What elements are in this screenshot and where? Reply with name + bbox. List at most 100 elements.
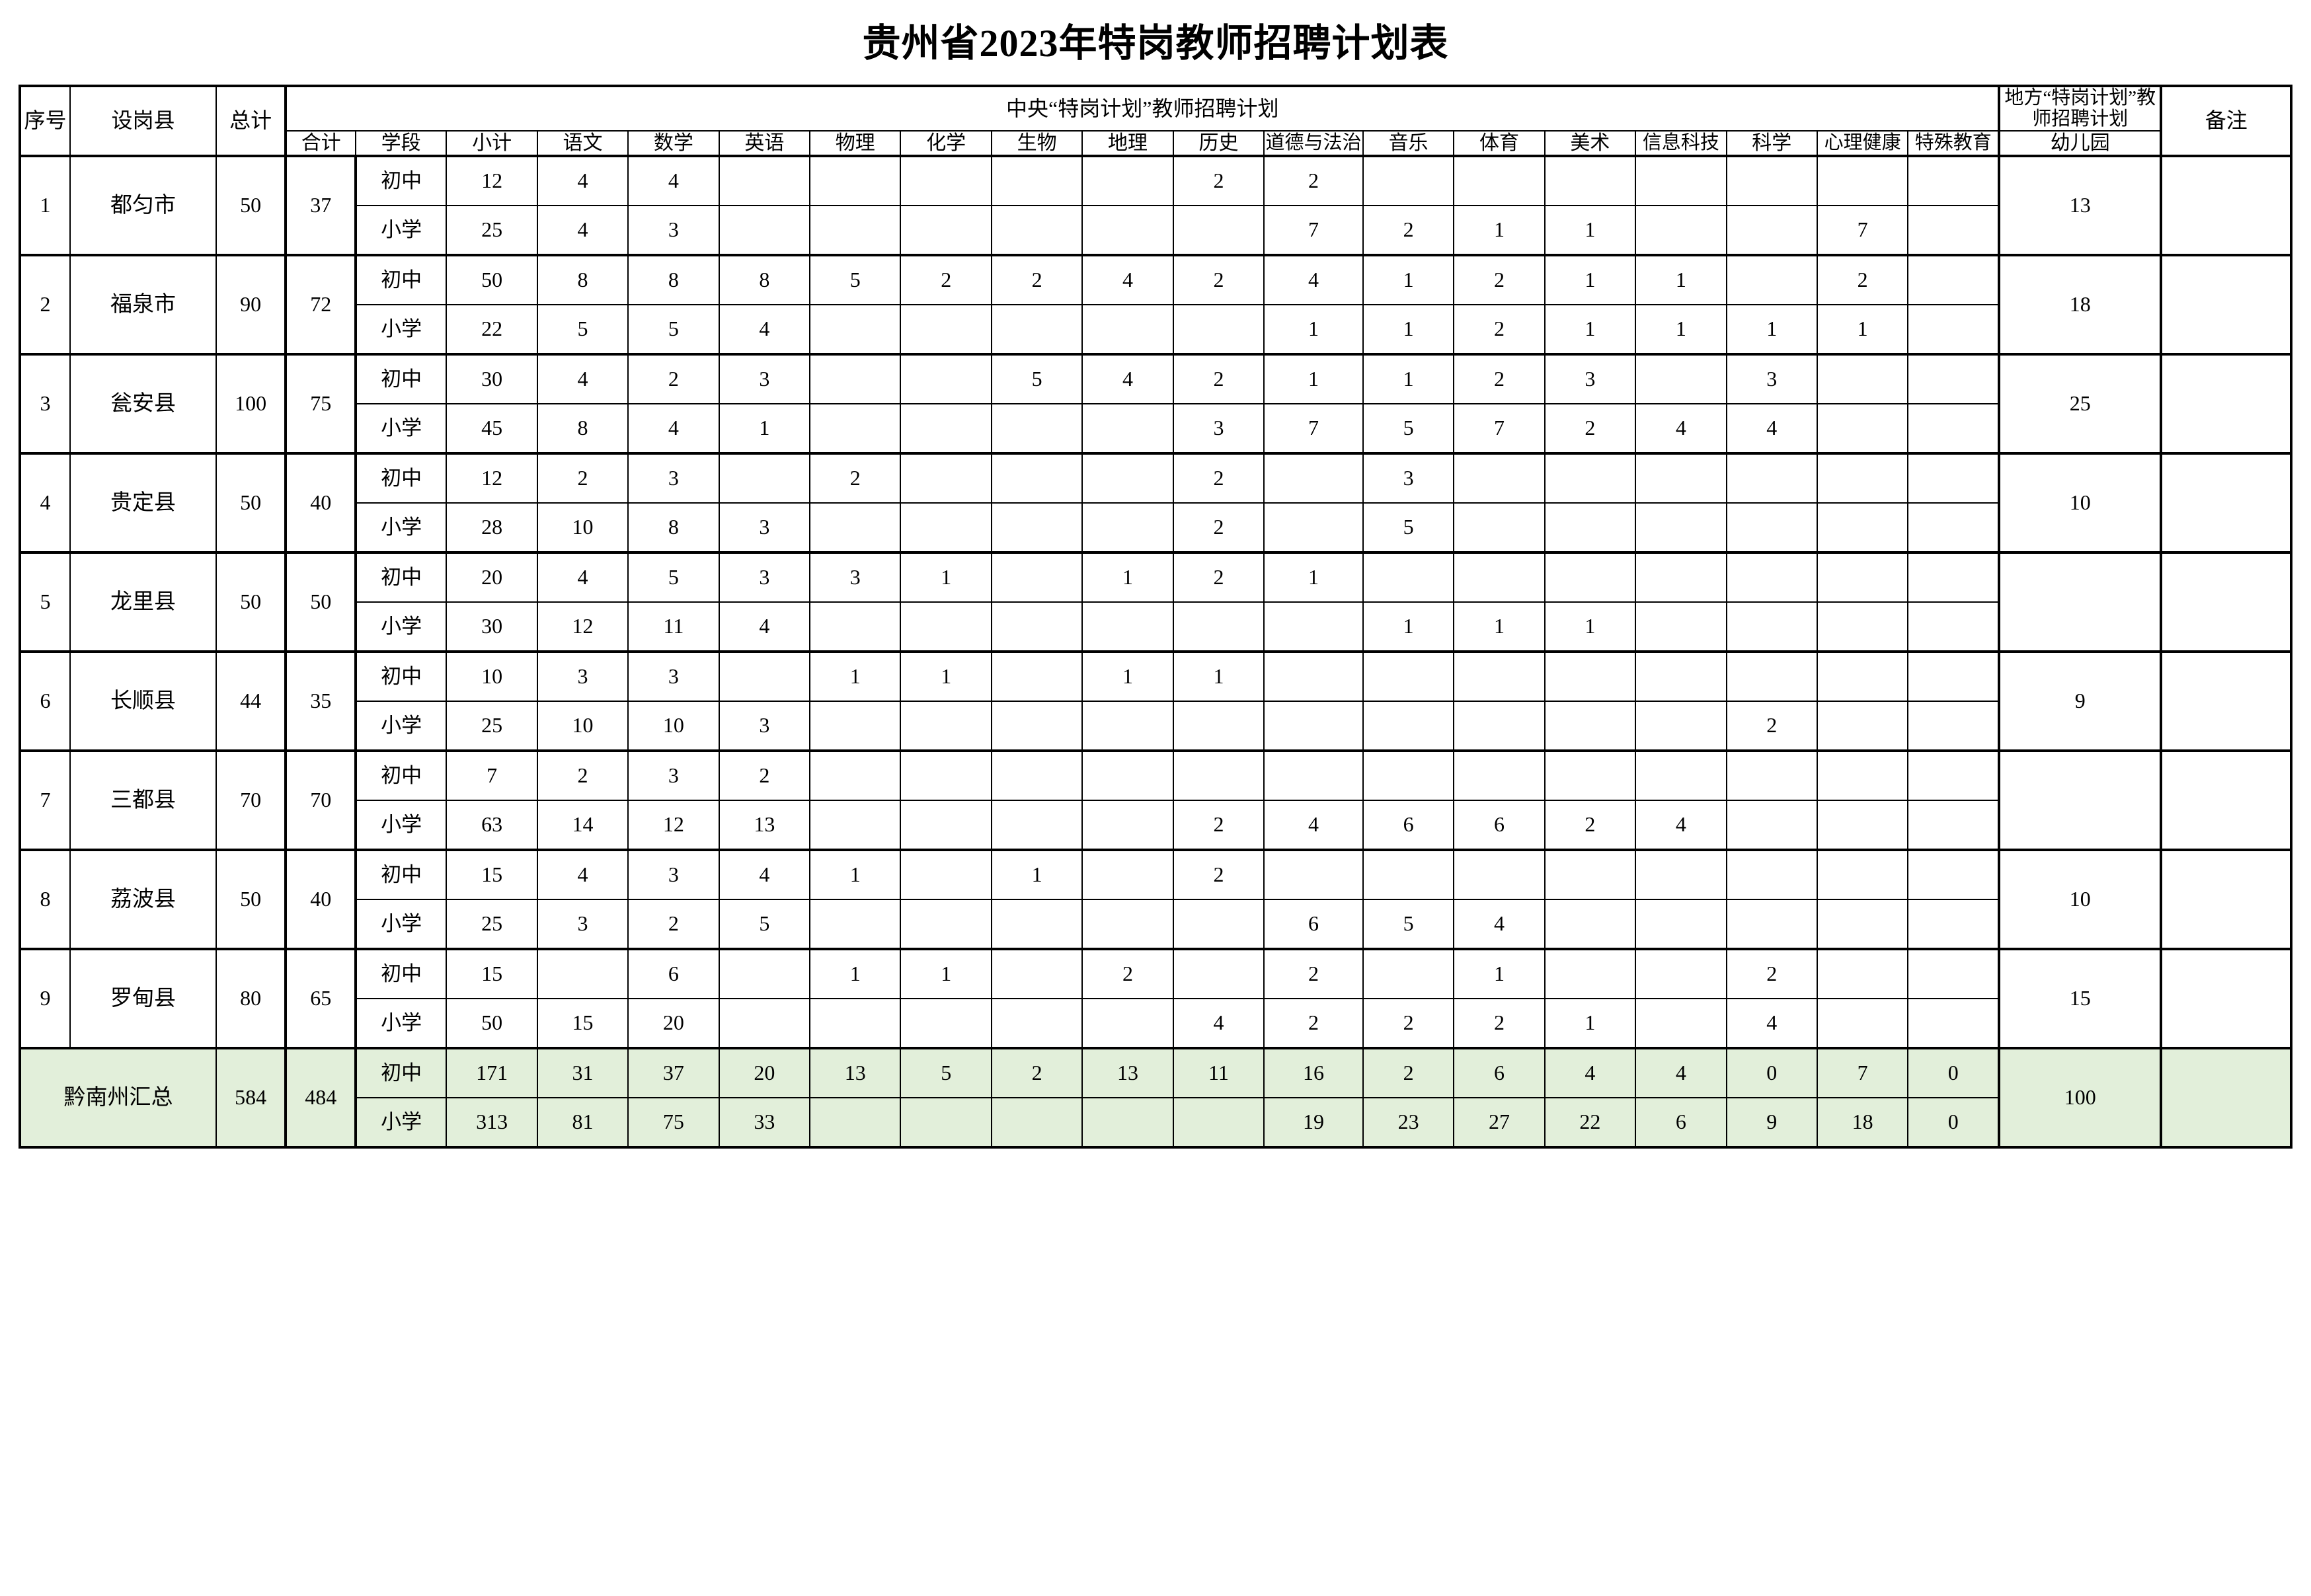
row-stage-junior: 初中 bbox=[354, 452, 448, 504]
row-morality-law-primary: 2 bbox=[1263, 998, 1364, 1049]
row-chinese-junior: 2 bbox=[536, 749, 629, 802]
row-art-junior bbox=[1544, 155, 1637, 207]
row-history-junior: 11 bbox=[1172, 1047, 1265, 1099]
row-math-primary: 8 bbox=[627, 502, 720, 554]
row-math-primary: 11 bbox=[627, 601, 720, 653]
row-science-primary bbox=[1725, 205, 1818, 256]
row-history-primary bbox=[1172, 601, 1265, 653]
row-math-primary: 5 bbox=[627, 304, 720, 356]
row-special-education-primary bbox=[1907, 403, 2000, 455]
row-mental-health-junior bbox=[1816, 551, 1909, 603]
row-pe-primary: 6 bbox=[1453, 800, 1546, 851]
row-mental-health-primary bbox=[1816, 899, 1909, 950]
row-small-total-primary: 45 bbox=[446, 403, 538, 455]
row-special-education-primary bbox=[1907, 800, 2000, 851]
row-small-total-junior: 7 bbox=[446, 749, 538, 802]
row-small-total-junior: 12 bbox=[446, 155, 538, 207]
row-art-junior bbox=[1544, 452, 1637, 504]
row-biology-junior: 1 bbox=[990, 849, 1083, 901]
row-seq: 6 bbox=[18, 650, 71, 752]
row-morality-law-primary: 7 bbox=[1263, 205, 1364, 256]
row-physics-junior bbox=[809, 749, 902, 802]
row-stage-junior: 初中 bbox=[354, 155, 448, 207]
row-english-primary: 4 bbox=[718, 304, 811, 356]
row-grand-total: 44 bbox=[215, 650, 287, 752]
row-english-primary: 4 bbox=[718, 601, 811, 653]
row-morality-law-primary: 6 bbox=[1263, 899, 1364, 950]
row-music-primary: 1 bbox=[1362, 304, 1455, 356]
row-english-primary: 13 bbox=[718, 800, 811, 851]
row-kindergarten: 18 bbox=[1998, 254, 2162, 356]
row-special-education-junior bbox=[1907, 849, 2000, 901]
col-header-local-group: 地方“特岗计划”教师招聘计划 bbox=[1998, 85, 2162, 132]
row-small-total-primary: 28 bbox=[446, 502, 538, 554]
row-geography-primary bbox=[1081, 701, 1174, 752]
row-math-junior: 3 bbox=[627, 749, 720, 802]
row-math-primary: 2 bbox=[627, 899, 720, 950]
row-pe-primary: 7 bbox=[1453, 403, 1546, 455]
row-stage-junior: 初中 bbox=[354, 650, 448, 703]
row-science-primary bbox=[1725, 899, 1818, 950]
row-chemistry-primary bbox=[900, 998, 992, 1049]
row-chinese-junior bbox=[536, 948, 629, 1000]
row-subtotal: 40 bbox=[284, 849, 356, 950]
row-remark bbox=[2160, 650, 2292, 752]
row-history-junior: 2 bbox=[1172, 849, 1265, 901]
row-chinese-junior: 2 bbox=[536, 452, 629, 504]
row-seq: 4 bbox=[18, 452, 71, 554]
row-music-junior bbox=[1362, 749, 1455, 802]
row-pe-primary: 1 bbox=[1453, 601, 1546, 653]
row-chemistry-primary bbox=[900, 899, 992, 950]
total-row-junior: 黔南州汇总 584 484 初中 171 31 37 20 13 5 2 13 11 16 2 6 4 4 0 7 0 1… bbox=[19, 1047, 2292, 1149]
row-physics-primary bbox=[809, 998, 902, 1049]
row-mental-health-primary bbox=[1816, 502, 1909, 554]
row-biology-primary bbox=[990, 502, 1083, 554]
row-english-primary: 5 bbox=[718, 899, 811, 950]
col-header-subject-music: 音乐 bbox=[1362, 130, 1455, 157]
table-row-junior: 4 贵定县 50 40 初中 12 2 3 2 2 3 10 bbox=[18, 452, 2292, 554]
row-art-junior bbox=[1544, 650, 1637, 703]
row-chemistry-primary bbox=[900, 701, 992, 752]
row-science-junior bbox=[1725, 254, 1818, 306]
row-chemistry-primary bbox=[900, 304, 992, 356]
row-subtotal: 75 bbox=[284, 353, 356, 455]
row-info-tech-primary: 4 bbox=[1635, 800, 1727, 851]
row-physics-primary bbox=[809, 304, 902, 356]
row-math-junior: 4 bbox=[627, 155, 720, 207]
row-special-education-primary: 0 bbox=[1907, 1097, 2000, 1149]
row-math-junior: 8 bbox=[627, 254, 720, 306]
row-chinese-primary: 81 bbox=[536, 1097, 629, 1149]
col-header-subject-biology: 生物 bbox=[990, 130, 1083, 157]
row-geography-junior: 13 bbox=[1081, 1047, 1174, 1099]
row-science-primary: 1 bbox=[1725, 304, 1818, 356]
row-music-junior: 3 bbox=[1362, 452, 1455, 504]
row-chinese-junior: 4 bbox=[536, 849, 629, 901]
row-english-junior bbox=[718, 948, 811, 1000]
row-chinese-primary: 14 bbox=[536, 800, 629, 851]
row-info-tech-primary: 1 bbox=[1635, 304, 1727, 356]
row-physics-junior bbox=[809, 155, 902, 207]
row-info-tech-primary bbox=[1635, 899, 1727, 950]
col-header-subtotal: 合计 bbox=[284, 130, 356, 157]
row-science-primary: 9 bbox=[1725, 1097, 1818, 1149]
row-physics-junior bbox=[809, 353, 902, 405]
row-remark bbox=[2160, 749, 2292, 851]
table-row-junior: 3 瓮安县 100 75 初中 30 4 2 3 5 4 2 1 1 2 3 3 25 bbox=[18, 353, 2292, 455]
row-stage-primary: 小学 bbox=[354, 899, 448, 950]
row-math-junior: 37 bbox=[627, 1047, 720, 1099]
row-art-junior bbox=[1544, 551, 1637, 603]
row-chemistry-junior bbox=[900, 452, 992, 504]
row-grand-total: 50 bbox=[215, 155, 287, 256]
row-geography-primary bbox=[1081, 304, 1174, 356]
table-row-junior: 8 荔波县 50 40 初中 15 4 3 4 1 1 2 10 bbox=[18, 849, 2292, 950]
row-history-junior: 2 bbox=[1172, 254, 1265, 306]
row-music-primary: 6 bbox=[1362, 800, 1455, 851]
row-geography-junior bbox=[1081, 155, 1174, 207]
row-grand-total: 50 bbox=[215, 551, 287, 653]
row-remark bbox=[2160, 353, 2292, 455]
row-chinese-junior: 8 bbox=[536, 254, 629, 306]
row-math-primary: 12 bbox=[627, 800, 720, 851]
row-geography-junior bbox=[1081, 749, 1174, 802]
row-small-total-primary: 25 bbox=[446, 701, 538, 752]
row-stage-junior: 初中 bbox=[354, 849, 448, 901]
